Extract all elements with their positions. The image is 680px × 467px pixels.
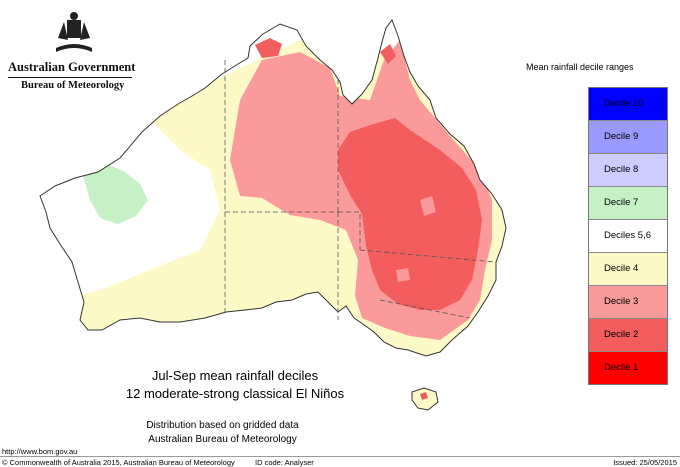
legend-item-label: Decile 7 bbox=[604, 197, 639, 208]
legend-item-label: Decile 10 bbox=[604, 98, 644, 109]
legend-item: Decile 7 bbox=[589, 187, 667, 220]
legend-item-label: Decile 1 bbox=[604, 362, 639, 373]
data-note-line1: Distribution based on gridded data bbox=[146, 420, 299, 431]
agency-logo: Australian Government Bureau of Meteorol… bbox=[8, 10, 138, 91]
legend-item-label: Decile 4 bbox=[604, 263, 639, 274]
legend: Decile 10 Decile 9 Decile 8 Decile 7 Deciles… bbox=[588, 87, 668, 385]
copyright-text: © Commonwealth of Australia 2015, Austra… bbox=[2, 458, 235, 467]
legend-item-label: Decile 3 bbox=[604, 296, 639, 307]
legend-item: Decile 4 bbox=[589, 253, 667, 286]
legend-item-label: Decile 9 bbox=[604, 131, 639, 142]
footer-divider bbox=[0, 456, 680, 457]
data-note-line2: Australian Bureau of Meteorology bbox=[148, 434, 297, 445]
government-title: Australian Government bbox=[8, 60, 136, 74]
issued-date: Issued: 25/05/2015 bbox=[613, 458, 677, 467]
bureau-title: Bureau of Meteorology bbox=[21, 80, 125, 91]
legend-title: Mean rainfall decile ranges bbox=[526, 62, 634, 72]
legend-item-label: Deciles 5,6 bbox=[604, 230, 651, 241]
legend-item-label: Decile 8 bbox=[604, 164, 639, 175]
legend-item: Decile 1 bbox=[589, 352, 667, 384]
logo-divider bbox=[8, 77, 132, 78]
coat-of-arms-icon bbox=[56, 12, 92, 52]
source-url[interactable]: http://www.bom.gov.au bbox=[2, 447, 78, 456]
id-code: ID code: Analyser bbox=[255, 458, 314, 467]
legend-item: Decile 3 bbox=[589, 286, 667, 319]
legend-item: Decile 2 bbox=[589, 319, 667, 352]
legend-item-label: Decile 2 bbox=[604, 329, 639, 340]
map-caption-line1: Jul-Sep mean rainfall deciles bbox=[151, 368, 319, 383]
legend-item: Decile 10 bbox=[589, 88, 667, 121]
legend-item: Decile 9 bbox=[589, 121, 667, 154]
legend-item: Decile 8 bbox=[589, 154, 667, 187]
map-caption-line2: 12 moderate-strong classical El Niños bbox=[125, 386, 345, 401]
legend-item: Deciles 5,6 bbox=[589, 220, 667, 253]
